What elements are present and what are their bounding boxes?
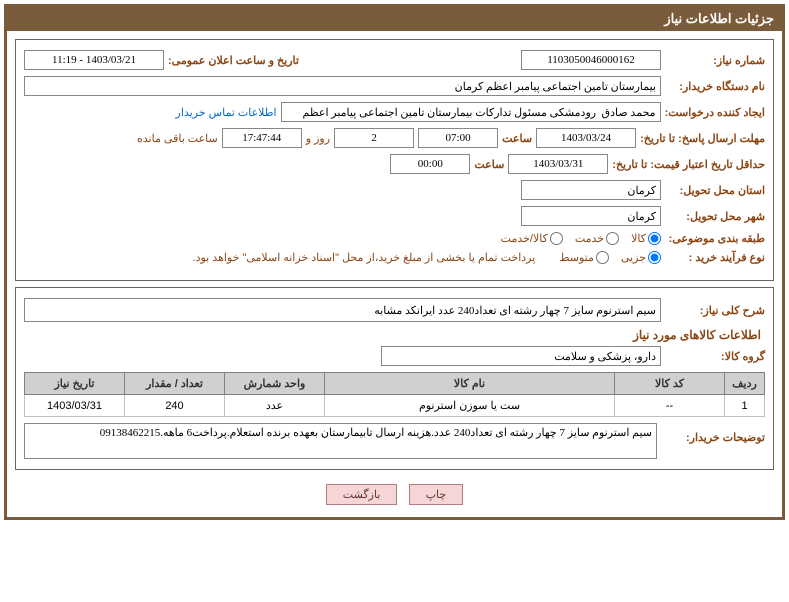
info-section: شماره نیاز: تاریخ و ساعت اعلان عمومی: نا…	[15, 39, 774, 281]
print-button[interactable]: چاپ	[409, 484, 464, 505]
desc-section: شرح کلی نیاز: اطلاعات کالاهای مورد نیاز …	[15, 287, 774, 470]
cell-code: --	[615, 395, 725, 417]
purchase-type-label: نوع فرآیند خرید :	[665, 251, 765, 264]
th-unit: واحد شمارش	[225, 373, 325, 395]
validity-date-input[interactable]	[508, 154, 608, 174]
row-need-number: شماره نیاز: تاریخ و ساعت اعلان عمومی:	[24, 50, 765, 70]
radio-medium[interactable]	[596, 251, 609, 264]
announce-date-input[interactable]	[24, 50, 164, 70]
radio-medium-label: متوسط	[559, 251, 594, 264]
buyer-contact-link[interactable]: اطلاعات تماس خریدار	[176, 106, 277, 119]
deadline-time-input[interactable]	[418, 128, 498, 148]
radio-partial-label: جزیی	[621, 251, 646, 264]
th-date: تاریخ نیاز	[25, 373, 125, 395]
row-buyer-notes: توضیحات خریدار: سیم استرنوم سایز 7 چهار …	[24, 423, 765, 459]
requester-label: ایجاد کننده درخواست:	[665, 106, 765, 119]
row-general-desc: شرح کلی نیاز:	[24, 298, 765, 322]
need-number-label: شماره نیاز:	[665, 54, 765, 67]
cell-qty: 240	[125, 395, 225, 417]
requester-input[interactable]	[281, 102, 661, 122]
cell-date: 1403/03/31	[25, 395, 125, 417]
th-qty: تعداد / مقدار	[125, 373, 225, 395]
panel-title: جزئیات اطلاعات نیاز	[7, 7, 782, 31]
radio-partial[interactable]	[648, 251, 661, 264]
city-label: شهر محل تحویل:	[665, 210, 765, 223]
deadline-date-input[interactable]	[536, 128, 636, 148]
row-goods-group: گروه کالا:	[24, 346, 765, 366]
back-button[interactable]: بازگشت	[326, 484, 398, 505]
radio-goods-label: کالا	[631, 232, 646, 245]
deadline-label: مهلت ارسال پاسخ: تا تاریخ:	[640, 132, 765, 145]
row-deadline: مهلت ارسال پاسخ: تا تاریخ: ساعت روز و سا…	[24, 128, 765, 148]
announce-date-label: تاریخ و ساعت اعلان عمومی:	[168, 54, 299, 67]
row-purchase-type: نوع فرآیند خرید : جزیی متوسط پرداخت تمام…	[24, 251, 765, 264]
row-validity: حداقل تاریخ اعتبار قیمت: تا تاریخ: ساعت	[24, 154, 765, 174]
cell-unit: عدد	[225, 395, 325, 417]
row-category: طبقه بندی موضوعی: کالا خدمت کالا/خدمت	[24, 232, 765, 245]
city-input[interactable]	[521, 206, 661, 226]
radio-service[interactable]	[606, 232, 619, 245]
need-number-input[interactable]	[521, 50, 661, 70]
payment-note: پرداخت تمام یا بخشی از مبلغ خرید،از محل …	[193, 251, 536, 264]
category-radio-group: کالا خدمت کالا/خدمت	[501, 232, 661, 245]
radio-goods[interactable]	[648, 232, 661, 245]
table-row: 1 -- ست یا سوزن استرنوم عدد 240 1403/03/…	[25, 395, 765, 417]
days-count-input[interactable]	[334, 128, 414, 148]
row-city: شهر محل تحویل:	[24, 206, 765, 226]
category-label: طبقه بندی موضوعی:	[665, 232, 765, 245]
province-label: استان محل تحویل:	[665, 184, 765, 197]
time-label-1: ساعت	[502, 132, 532, 145]
th-name: نام کالا	[325, 373, 615, 395]
cell-row: 1	[725, 395, 765, 417]
radio-goods-service[interactable]	[550, 232, 563, 245]
row-buyer-org: نام دستگاه خریدار:	[24, 76, 765, 96]
remaining-label: ساعت باقی مانده	[137, 132, 218, 145]
cell-name: ست یا سوزن استرنوم	[325, 395, 615, 417]
purchase-type-radio-group: جزیی متوسط	[559, 251, 661, 264]
buyer-notes-textarea[interactable]: سیم استرنوم سایز 7 چهار رشته ای تعداد240…	[24, 423, 657, 459]
table-header-row: ردیف کد کالا نام کالا واحد شمارش تعداد /…	[25, 373, 765, 395]
radio-service-label: خدمت	[575, 232, 604, 245]
row-province: استان محل تحویل:	[24, 180, 765, 200]
validity-time-input[interactable]	[390, 154, 470, 174]
buyer-org-input[interactable]	[24, 76, 661, 96]
row-requester: ایجاد کننده درخواست: اطلاعات تماس خریدار	[24, 102, 765, 122]
validity-label: حداقل تاریخ اعتبار قیمت: تا تاریخ:	[612, 158, 765, 171]
countdown-input[interactable]	[222, 128, 302, 148]
general-desc-input[interactable]	[24, 298, 661, 322]
th-row: ردیف	[725, 373, 765, 395]
goods-group-label: گروه کالا:	[665, 350, 765, 363]
main-panel: جزئیات اطلاعات نیاز شماره نیاز: تاریخ و …	[4, 4, 785, 520]
panel-body: شماره نیاز: تاریخ و ساعت اعلان عمومی: نا…	[7, 31, 782, 517]
days-and-label: روز و	[306, 132, 330, 145]
items-table: ردیف کد کالا نام کالا واحد شمارش تعداد /…	[24, 372, 765, 417]
time-label-2: ساعت	[474, 158, 504, 171]
general-desc-label: شرح کلی نیاز:	[665, 304, 765, 317]
goods-group-input[interactable]	[381, 346, 661, 366]
th-code: کد کالا	[615, 373, 725, 395]
province-input[interactable]	[521, 180, 661, 200]
buttons-row: چاپ بازگشت	[15, 476, 774, 509]
items-section-title: اطلاعات کالاهای مورد نیاز	[24, 328, 765, 342]
radio-goods-service-label: کالا/خدمت	[501, 232, 548, 245]
buyer-org-label: نام دستگاه خریدار:	[665, 80, 765, 93]
buyer-notes-label: توضیحات خریدار:	[665, 423, 765, 444]
